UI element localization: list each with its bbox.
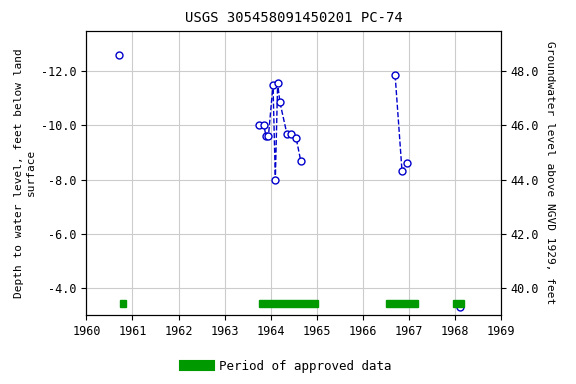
Legend: Period of approved data: Period of approved data xyxy=(179,355,397,378)
Bar xyxy=(386,300,418,307)
Y-axis label: Depth to water level, feet below land
surface: Depth to water level, feet below land su… xyxy=(14,48,36,298)
Bar xyxy=(120,300,126,307)
Bar xyxy=(453,300,464,307)
Bar xyxy=(259,300,318,307)
Y-axis label: Groundwater level above NGVD 1929, feet: Groundwater level above NGVD 1929, feet xyxy=(545,41,555,305)
Title: USGS 305458091450201 PC-74: USGS 305458091450201 PC-74 xyxy=(185,12,403,25)
